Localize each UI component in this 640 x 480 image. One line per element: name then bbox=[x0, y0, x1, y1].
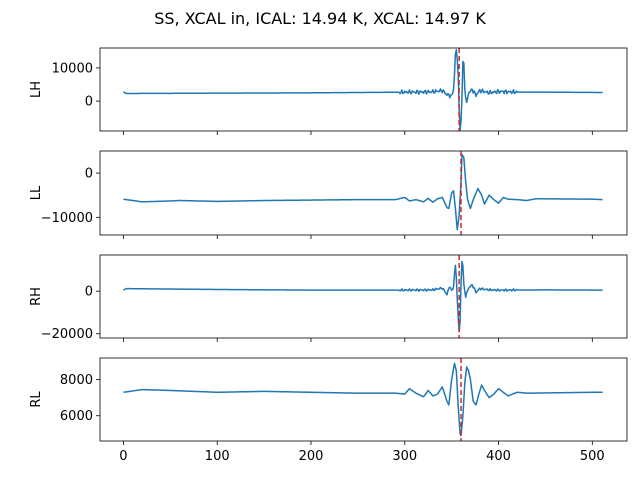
y-tick-label: 8000 bbox=[60, 373, 93, 388]
y-tick-label: 0 bbox=[85, 167, 93, 182]
axes-frame bbox=[99, 254, 628, 339]
x-tick-label: 200 bbox=[299, 449, 324, 464]
y-tick-label: 0 bbox=[85, 285, 93, 300]
y-tick-label: 10000 bbox=[52, 61, 93, 76]
series-line-rh bbox=[123, 260, 603, 333]
series-line-rl bbox=[123, 362, 603, 437]
y-axis-label: RH bbox=[29, 287, 44, 306]
y-tick-label: 0 bbox=[85, 95, 93, 110]
y-axis-label: RL bbox=[29, 391, 44, 408]
subplot-lh: 0 10000 LH bbox=[29, 47, 628, 135]
axes-frame bbox=[99, 47, 628, 132]
y-tick-label: −20000 bbox=[41, 327, 93, 342]
y-axis-label: LH bbox=[29, 81, 44, 98]
subplot-rl: 6000 8000 0 100 200 300 400 500 RL bbox=[29, 357, 628, 464]
subplot-stack: 0 10000 LH −10000 0 LL −20000 0 RH 6000 8000 0 100 20… bbox=[29, 47, 628, 464]
x-tick-label: 100 bbox=[205, 449, 230, 464]
y-axis-label: LL bbox=[29, 185, 44, 200]
series-line-ll bbox=[123, 153, 603, 231]
series-line-lh bbox=[123, 49, 603, 131]
x-tick-label: 300 bbox=[392, 449, 417, 464]
x-tick-label: 400 bbox=[486, 449, 511, 464]
subplot-rh: −20000 0 RH bbox=[29, 254, 628, 342]
axes-frame bbox=[99, 357, 628, 442]
y-tick-label: −10000 bbox=[41, 211, 93, 226]
x-tick-label: 0 bbox=[119, 449, 127, 464]
subplot-ll: −10000 0 LL bbox=[29, 150, 628, 239]
axes-frame bbox=[99, 150, 628, 236]
x-tick-label: 500 bbox=[580, 449, 605, 464]
y-tick-label: 6000 bbox=[60, 409, 93, 424]
figure-title: SS, XCAL in, ICAL: 14.94 K, XCAL: 14.97 … bbox=[154, 9, 486, 28]
